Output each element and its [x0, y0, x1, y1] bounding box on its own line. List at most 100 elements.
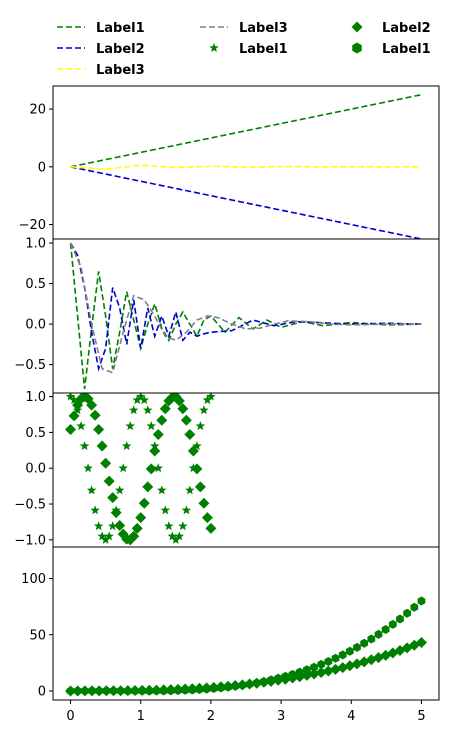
data-point [79, 685, 91, 697]
legend-entry: Label3 [200, 21, 288, 36]
legend-entry: Label1 [209, 42, 288, 57]
data-point [138, 497, 150, 509]
data-point [86, 399, 98, 411]
data-point [108, 685, 120, 697]
data-point [193, 682, 205, 694]
plot-area [65, 393, 217, 546]
legend-entry: Label2 [57, 42, 145, 57]
y-tick-label: 100 [21, 572, 46, 587]
data-point [345, 646, 354, 656]
data-point [96, 440, 108, 452]
data-point [160, 505, 171, 515]
y-tick-label: −0.5 [14, 498, 46, 513]
y-tick-label: 0.0 [25, 462, 46, 477]
data-point [315, 667, 327, 679]
data-point [287, 672, 299, 684]
axes-frame [52, 392, 440, 548]
data-point [100, 457, 112, 469]
data-point [150, 684, 162, 696]
x-tick-label: 0 [66, 709, 74, 724]
data-point [132, 395, 142, 405]
series-line [70, 164, 422, 170]
data-point [181, 505, 192, 515]
data-point [86, 485, 97, 495]
data-point [171, 534, 181, 544]
data-point [121, 441, 132, 451]
data-point [107, 492, 119, 504]
data-point [125, 421, 135, 431]
data-point [117, 528, 129, 540]
data-point [180, 414, 192, 426]
panel-2: −0.5 0.0 0.5 1.0 [14, 237, 440, 394]
data-point [251, 677, 263, 689]
y-tick-label: 50 [29, 628, 46, 643]
data-point [184, 429, 196, 441]
data-point [195, 421, 206, 431]
data-point [173, 395, 185, 407]
data-point [89, 409, 101, 421]
data-point [294, 671, 306, 683]
data-point [410, 602, 419, 612]
data-point [103, 475, 115, 487]
legend-entry: Label2 [351, 21, 431, 36]
data-point [206, 393, 216, 401]
legend-label: Label3 [239, 21, 288, 36]
axes-frame [52, 85, 440, 240]
data-point [157, 485, 167, 495]
data-point [83, 463, 93, 473]
data-point [122, 685, 134, 697]
legend-label: Label1 [382, 42, 431, 57]
data-point [178, 521, 188, 531]
data-point [177, 403, 189, 415]
y-tick-label: 0 [38, 685, 46, 700]
data-point [187, 445, 199, 457]
data-point [272, 674, 284, 686]
y-tick-label: 1.0 [25, 237, 46, 252]
panel-1: −20 0 20 [19, 85, 440, 240]
series-line [69, 242, 422, 390]
data-point [146, 421, 157, 431]
data-point [68, 410, 80, 422]
data-point [100, 534, 111, 544]
data-point [205, 522, 217, 534]
data-point [110, 507, 122, 519]
legend-label: Label1 [96, 21, 145, 36]
data-point [353, 642, 361, 652]
y-tick-label: 0.0 [25, 318, 46, 333]
data-point [301, 669, 313, 681]
legend-marker [352, 42, 362, 54]
x-tick-label: 3 [277, 709, 285, 724]
series-line [69, 242, 422, 374]
data-point [65, 685, 77, 697]
data-point [145, 463, 157, 475]
axes-frame [52, 546, 440, 701]
x-tick-label: 1 [137, 709, 145, 724]
data-point [93, 685, 105, 697]
data-point [324, 656, 333, 666]
data-point [360, 638, 369, 648]
data-point [104, 531, 114, 541]
legend-label: Label2 [96, 42, 145, 57]
x-tick-label: 2 [207, 709, 215, 724]
plot-area [65, 596, 427, 697]
data-point [93, 424, 105, 436]
data-point [90, 505, 100, 515]
series-line [69, 242, 422, 372]
data-point [142, 481, 154, 493]
legend-entry: Label1 [352, 42, 431, 57]
data-point [128, 405, 139, 415]
data-point [114, 485, 125, 495]
y-tick-label: −20 [19, 218, 46, 233]
series-line [70, 93, 422, 168]
data-point [331, 653, 340, 663]
data-point [202, 395, 213, 405]
data-point [381, 624, 390, 634]
legend-entry: Label1 [57, 21, 145, 36]
data-point [118, 463, 128, 473]
panels: −20020−0.50.00.51.0−1.0−0.50.00.51.00501… [14, 85, 440, 724]
y-tick-label: 20 [29, 103, 46, 118]
panel-4: 0 50 100 0 1 2 3 4 5 [21, 546, 440, 724]
data-point [114, 520, 126, 532]
data-point [142, 405, 153, 415]
